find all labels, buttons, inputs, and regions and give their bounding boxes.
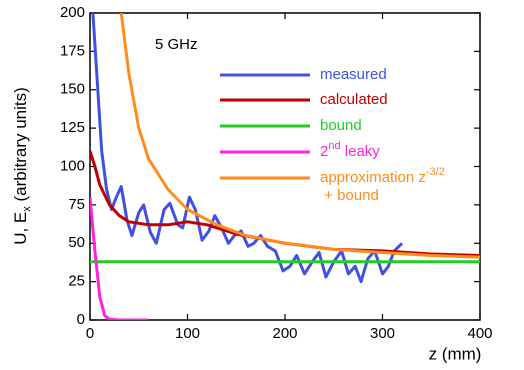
x-axis-label: z (mm) xyxy=(429,344,482,363)
legend-label: bound xyxy=(320,117,362,134)
x-tick-label: 100 xyxy=(175,325,200,342)
legend-label: 2nd leaky xyxy=(320,140,380,160)
series-line xyxy=(119,13,480,259)
y-tick-label: 125 xyxy=(60,119,85,136)
x-tick-label: 200 xyxy=(272,325,297,342)
annotation: 5 GHz xyxy=(155,36,198,53)
legend-label: measured xyxy=(320,66,387,83)
series-line xyxy=(90,150,480,257)
y-tick-label: 100 xyxy=(60,157,85,174)
x-tick-label: 300 xyxy=(370,325,395,342)
series-line xyxy=(91,13,404,284)
x-tick-label: 400 xyxy=(467,325,492,342)
plot-frame xyxy=(89,12,481,321)
series-line xyxy=(90,197,149,320)
legend-label: approximation z-3/2 + bound xyxy=(320,166,445,204)
y-tick-label: 50 xyxy=(68,234,85,251)
x-tick-label: 0 xyxy=(86,325,94,342)
y-tick-label: 75 xyxy=(68,196,85,213)
y-tick-label: 175 xyxy=(60,42,85,59)
y-tick-label: 200 xyxy=(60,4,85,21)
y-tick-label: 25 xyxy=(68,273,85,290)
legend-label: calculated xyxy=(320,91,388,108)
y-tick-label: 0 xyxy=(77,311,85,328)
y-tick-label: 150 xyxy=(60,81,85,98)
y-axis-label: U, Ex (arbitrary units) xyxy=(11,87,32,245)
